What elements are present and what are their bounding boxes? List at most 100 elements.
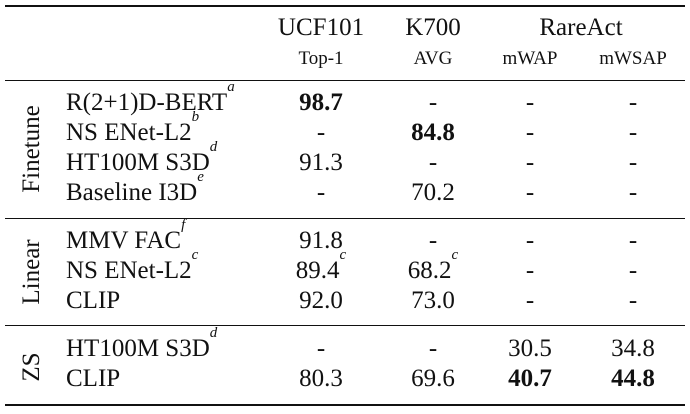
bottom-rule [5,404,685,406]
header-k700: K700 [405,14,461,41]
header-rareact: RareAct [539,14,623,41]
ucf101-cell: 98.7 [299,90,343,115]
k700-cell-text: 84.8 [411,119,455,146]
mwap-cell: - [526,150,534,175]
k700-cell: - [429,228,437,253]
ucf101-cell-text: - [316,179,326,206]
k700-cell-text: 70.2 [411,179,455,206]
model-name: CLIP [66,366,120,391]
header-ucf101-metric: Top-1 [298,48,344,69]
model-name-text: CLIP [66,287,121,314]
mwsap-cell-text: - [628,257,638,284]
model-name-text: NS ENet-L2 [66,257,192,284]
mwap-cell-text: - [525,287,535,314]
k700-cell-text: - [428,335,438,362]
mwap-cell: - [526,288,534,313]
k700-cell: 69.6 [411,366,455,391]
mwsap-cell: - [629,150,637,175]
k700-cell: 73.0 [411,288,455,313]
mwsap-cell-text: - [628,119,638,146]
ucf101-cell: - [317,180,325,205]
model-name-footnote: a [227,79,235,95]
header-rule [5,80,685,81]
model-name-text: MMV FAC [66,227,182,254]
k700-cell-text: - [428,89,438,116]
mwap-cell: - [526,180,534,205]
mwap-cell: 30.5 [508,336,552,361]
ucf101-cell: 89.4c [295,248,346,284]
ucf101-cell: 92.0 [299,288,343,313]
model-name: Baseline I3De [66,170,204,206]
k700-cell-text: - [428,149,438,176]
k700-cell: - [429,336,437,361]
k700-cell-text: 69.6 [411,365,455,392]
mwsap-cell-text: 34.8 [611,335,655,362]
ucf101-cell: - [317,120,325,145]
mwsap-cell: - [629,90,637,115]
ucf101-cell: - [317,336,325,361]
mwsap-cell: - [629,180,637,205]
mwap-cell-text: 30.5 [508,335,552,362]
model-name: MMV FACf [66,218,185,254]
model-name-footnote: d [209,139,218,155]
mwap-cell: - [526,228,534,253]
k700-cell: 84.8 [411,120,455,145]
ucf101-cell: 91.8 [299,228,343,253]
finetune-linear-rule [5,218,685,219]
model-name: NS ENet-L2b [66,110,199,146]
mwsap-cell: - [629,228,637,253]
top-rule [5,5,685,7]
mwap-cell-text: - [525,179,535,206]
mwap-cell-text: - [525,89,535,116]
k700-cell-text: 68.2 [407,257,452,284]
model-name-text: Baseline I3D [66,179,198,206]
mwap-cell: - [526,258,534,283]
mwsap-cell: - [629,258,637,283]
model-name-text: R(2+1)D-BERT [66,89,228,116]
ucf101-cell: 80.3 [299,366,343,391]
ucf101-cell-text: 89.4 [295,257,340,284]
mwsap-cell: - [629,120,637,145]
mwap-cell: - [526,90,534,115]
ucf101-cell-text: 92.0 [299,287,343,314]
k700-cell: - [429,90,437,115]
k700-cell-text: 73.0 [411,287,455,314]
mwsap-cell-text: - [628,89,638,116]
model-name: R(2+1)D-BERTa [66,80,235,116]
group-label-linear: Linear [18,239,45,305]
linear-zs-rule [5,325,685,326]
mwap-cell: - [526,120,534,145]
group-label-zs: ZS [18,352,45,382]
group-label-finetune: Finetune [18,105,45,193]
ucf101-cell: 91.3 [299,150,343,175]
model-name-footnote: c [191,247,199,263]
mwsap-cell: 44.8 [611,366,655,391]
mwsap-cell: - [629,288,637,313]
model-name-footnote: d [209,325,218,341]
mwap-cell-text: 40.7 [508,365,552,392]
mwap-cell-text: - [525,119,535,146]
model-name-footnote: e [197,169,204,185]
mwsap-cell-text: - [628,149,638,176]
ucf101-cell-footnote: c [339,247,347,263]
ucf101-cell-text: - [316,335,326,362]
ucf101-cell-text: 80.3 [299,365,343,392]
model-name-text: HT100M S3D [66,149,210,176]
header-rareact-mwap: mWAP [502,48,558,69]
k700-cell-text: - [428,227,438,254]
model-name: HT100M S3Dd [66,326,217,362]
model-name-text: CLIP [66,365,121,392]
header-ucf101: UCF101 [277,14,365,41]
mwsap-cell-text: - [628,227,638,254]
ucf101-cell-text: 91.3 [299,149,343,176]
k700-cell-footnote: c [451,247,459,263]
model-name: NS ENet-L2c [66,248,198,284]
mwsap-cell-text: - [628,179,638,206]
model-name-footnote: f [181,217,186,233]
ucf101-cell-text: - [316,119,326,146]
header-rareact-mwsap: mWSAP [599,48,667,69]
mwap-cell: 40.7 [508,366,552,391]
ucf101-cell-text: 98.7 [299,89,343,116]
mwap-cell-text: - [525,149,535,176]
k700-cell: 68.2c [407,248,458,284]
